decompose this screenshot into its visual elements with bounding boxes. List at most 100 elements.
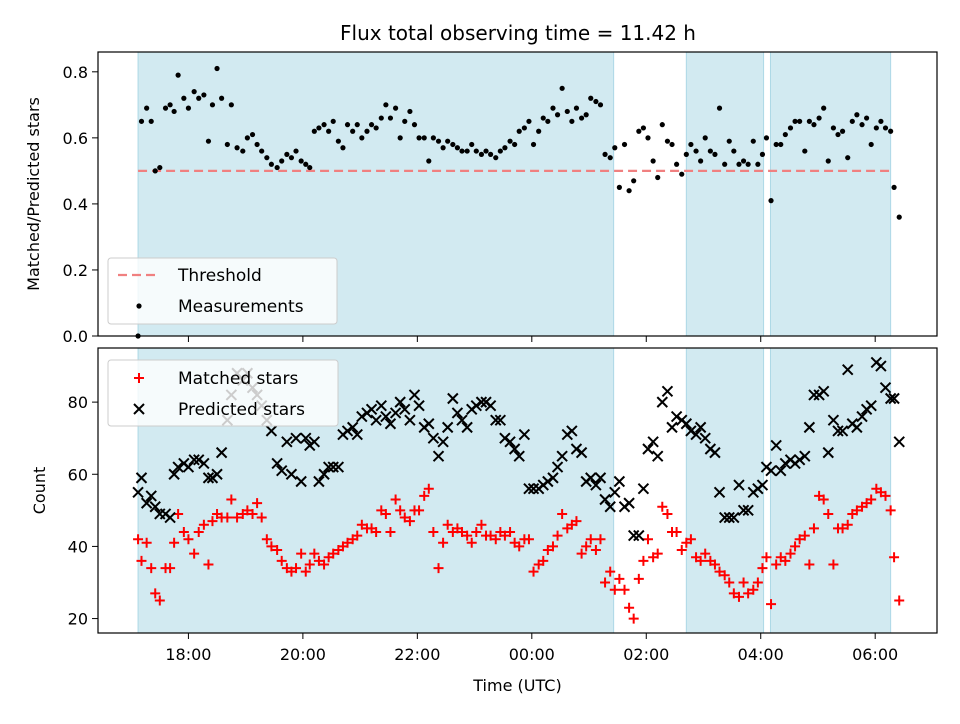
measurement-point [726,138,732,144]
predicted-point [271,457,283,470]
matched-point [395,505,406,516]
matched-point [528,566,539,577]
matched-point [619,584,630,595]
predicted-point [504,436,516,448]
measurement-point [228,102,234,108]
predicted-point [884,392,897,405]
matched-point [193,526,204,537]
matched-point [662,508,673,519]
measurement-point [219,95,225,101]
y-tick-label: 40 [68,537,88,556]
measurement-point [659,122,665,128]
chart-title: Flux total observing time = 11.42 h [340,21,696,45]
predicted-point [164,511,176,524]
measurement-point [640,125,647,131]
measurement-point [407,108,413,115]
predicted-point [633,529,645,542]
matched-point [733,591,744,602]
legend-threshold-label: Threshold [177,266,262,286]
matched-point [499,530,510,541]
matched-point [296,548,307,559]
predicted-point [470,400,483,412]
predicted-point [604,501,616,513]
measurement-point [868,141,874,148]
matched-point [328,548,339,559]
matched-point [552,530,563,541]
predicted-point [346,421,359,434]
matched-point [685,534,696,545]
matched-point [771,559,782,570]
top-y-axis-label: Matched/Predicted stars [24,97,43,291]
top-panel: 0.00.20.40.60.8 Matched/Predicted stars … [24,51,938,346]
matched-point [342,537,353,548]
predicted-point [408,389,421,401]
measurement-point [326,128,332,134]
x-axis-label: Time (UTC) [472,676,561,695]
matched-point [547,541,558,552]
measurement-point [593,98,599,105]
predicted-point [547,472,559,484]
matched-point [133,534,144,545]
measurement-point [392,105,399,111]
matched-point [385,526,396,537]
measurement-point [249,131,256,138]
matched-point [300,566,311,577]
predicted-point [211,468,223,480]
observing-interval [685,51,765,337]
matched-point [371,526,382,537]
measurement-point [554,112,561,118]
x-axis: 18:00 20:00 22:00 00:00 02:00 04:00 06:00 [165,633,898,664]
measurement-point [664,138,671,144]
measurement-point [674,161,680,167]
predicted-point [709,446,721,459]
matched-point [456,526,467,537]
matched-point [752,577,763,588]
measurement-point [702,135,708,141]
measurements-series [135,65,902,339]
measurement-point [335,138,341,144]
predicted-point [803,421,816,434]
measurement-point [839,128,846,134]
measurement-point [782,131,788,138]
measurement-point [378,115,384,121]
predicted-point [300,432,312,444]
measurement-point [191,89,197,95]
predicted-point [384,418,397,430]
measurement-point [849,118,855,124]
matched-point [828,559,839,570]
predicted-point [456,414,468,426]
matched-point [178,526,189,537]
matched-point [851,505,862,516]
legend-plus-marker [134,373,144,383]
measurement-point [185,105,192,111]
matched-point [523,534,534,545]
matched-point [462,530,473,541]
measurement-point [303,161,309,167]
matched-point [313,555,324,566]
predicted-point [799,450,811,462]
measurement-point [284,151,290,157]
measurement-point [307,164,313,171]
predicted-point [770,439,782,452]
matched-point [652,548,663,559]
measurement-point [175,72,181,78]
measurement-point [821,105,827,111]
matched-point [141,537,152,548]
predicted-point [756,479,769,491]
predicted-point [680,418,693,430]
matched-point [272,545,283,556]
measurement-point [264,155,270,161]
measurement-point [224,141,230,148]
matched-point [880,490,891,501]
measurement-point [712,151,718,157]
measurement-point [792,118,798,124]
predicted-point [690,428,702,441]
measurement-point [787,125,794,131]
matched-point [885,505,896,516]
measurement-point [816,115,822,121]
predicted-point [508,443,521,455]
predicted-point [441,421,454,434]
measurement-point [636,128,642,134]
predicted-point [149,501,161,513]
measurement-point [669,141,675,148]
